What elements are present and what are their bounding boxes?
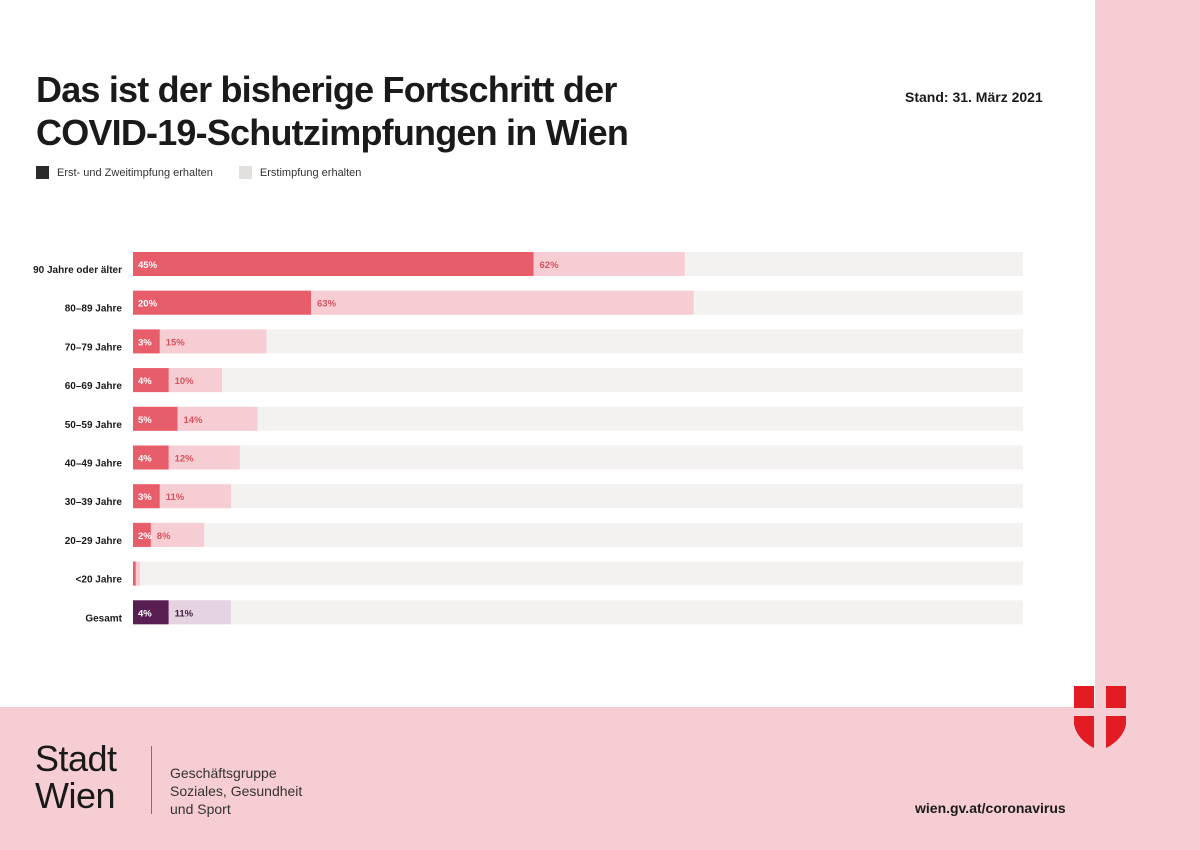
category-label: 50–59 Jahre: [65, 420, 123, 431]
value-label-first: 12%: [175, 454, 195, 465]
bar-track: [133, 368, 1023, 393]
bar-track: [133, 445, 1023, 470]
bar-full-dose: [133, 368, 169, 393]
bar-full-dose: [133, 406, 178, 431]
value-label-first: 11%: [166, 492, 185, 503]
logo-divider: [151, 746, 152, 814]
category-label: 70–79 Jahre: [65, 342, 123, 353]
value-label-full: 3%: [138, 492, 152, 503]
bar-track: [133, 329, 1023, 354]
value-label-first: 10%: [175, 376, 195, 387]
stadt-wien-logo: Stadt Wien: [35, 740, 117, 814]
bar-track: [133, 600, 1023, 625]
bar-first-dose: [133, 561, 141, 586]
department-name: Geschäftsgruppe Soziales, Gesundheit und…: [170, 764, 302, 818]
value-label-full: 45%: [138, 260, 158, 271]
date-stamp: Stand: 31. März 2021: [905, 89, 1043, 105]
legend-item-first: Erstimpfung erhalten: [238, 166, 362, 179]
value-label-full: 4%: [138, 376, 152, 387]
value-label-full: 5%: [138, 415, 152, 426]
logo-line-1: Stadt: [35, 738, 117, 779]
value-label-first: 63%: [317, 299, 337, 310]
value-label-full: 4%: [138, 608, 152, 619]
legend-swatch-first: [238, 166, 252, 179]
bar-full-dose: [133, 600, 169, 625]
value-label-first: 11%: [175, 608, 194, 619]
value-label-first: 15%: [166, 337, 186, 348]
bar-full-dose: [133, 522, 151, 547]
bar-full-dose: [133, 445, 169, 470]
page-title: Das ist der bisherige Fortschritt der CO…: [36, 68, 796, 154]
title-line-1: Das ist der bisherige Fortschritt der: [36, 69, 617, 110]
bar-full-dose: [133, 329, 160, 354]
category-label: 90 Jahre oder älter: [33, 265, 122, 276]
bar-full-dose: [133, 561, 136, 586]
category-label: <20 Jahre: [76, 575, 123, 586]
bar-track: [133, 406, 1023, 431]
footer-band: [0, 707, 1200, 850]
category-label: 30–39 Jahre: [65, 497, 123, 508]
category-label: 80–89 Jahre: [65, 304, 123, 315]
bar-track: [133, 522, 1023, 547]
value-label-first: 8%: [157, 531, 171, 542]
chart-legend: Erst- und Zweitimpfung erhalten Erstimpf…: [36, 166, 361, 179]
value-label-full: 2%: [138, 531, 152, 542]
legend-label-full: Erst- und Zweitimpfung erhalten: [57, 166, 213, 179]
bar-full-dose: [133, 252, 534, 276]
bar-full-dose: [133, 290, 311, 315]
bar-full-dose: [133, 484, 160, 509]
value-label-first: 62%: [540, 260, 560, 271]
bar-track: [133, 561, 1023, 586]
dept-line-2: Soziales, Gesundheit: [170, 783, 303, 799]
category-label: 60–69 Jahre: [65, 381, 123, 392]
bar-track: [133, 484, 1023, 509]
dept-line-3: und Sport: [170, 801, 231, 817]
legend-item-full: Erst- und Zweitimpfung erhalten: [36, 166, 213, 179]
value-label-full: 4%: [138, 454, 152, 465]
logo-line-2: Wien: [35, 775, 116, 816]
bar-chart: 90 Jahre oder älter 45% 62% 80–89 Jahre 20% 6…: [33, 252, 1023, 625]
dept-line-1: Geschäftsgruppe: [170, 765, 277, 781]
footer-link[interactable]: wien.gv.at/coronavirus: [915, 800, 1066, 816]
category-label: Gesamt: [85, 613, 122, 624]
legend-swatch-full: [36, 166, 49, 179]
value-label-first: 14%: [184, 415, 204, 426]
vienna-shield-icon: [1074, 686, 1126, 748]
title-line-2: COVID-19-Schutzimpfungen in Wien: [36, 112, 629, 153]
category-label: 40–49 Jahre: [65, 459, 123, 470]
legend-label-first: Erstimpfung erhalten: [259, 166, 362, 179]
value-label-full: 20%: [138, 299, 158, 310]
category-label: 20–29 Jahre: [65, 536, 123, 547]
value-label-full: 3%: [138, 337, 152, 348]
